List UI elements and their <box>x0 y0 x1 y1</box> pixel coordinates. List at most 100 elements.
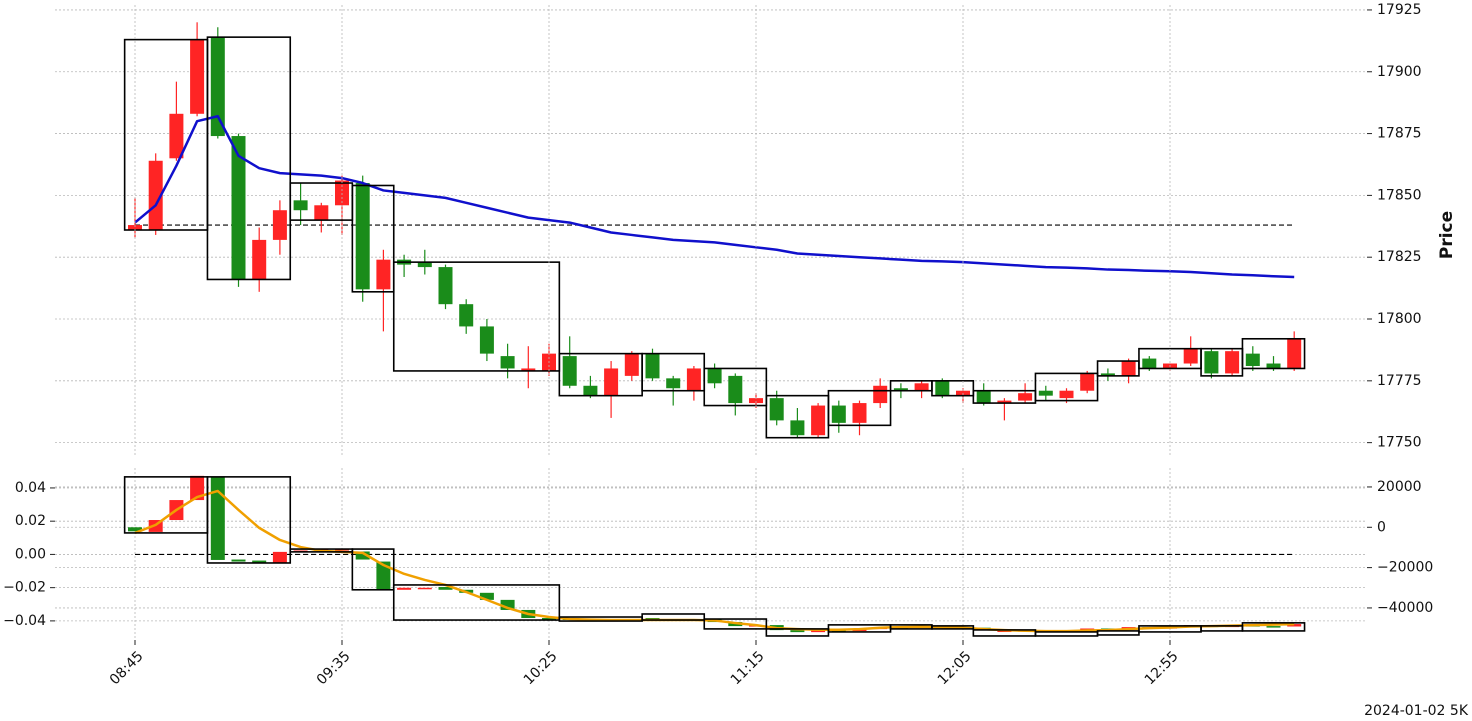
range-box <box>703 618 768 630</box>
range-box <box>1096 630 1140 636</box>
y-tick-label: 17875 <box>1377 126 1422 142</box>
candle-body <box>190 475 205 501</box>
candle-body <box>293 200 308 211</box>
candle-body <box>314 205 329 221</box>
candle-body <box>728 375 743 404</box>
candle-body <box>355 183 370 290</box>
y-tick-label: 17825 <box>1377 249 1422 265</box>
candle-body <box>1183 348 1198 364</box>
candle-body <box>811 630 826 633</box>
candle-body <box>417 262 432 268</box>
x-tick-label: 11:15 <box>728 648 768 688</box>
candle-body <box>1266 363 1281 369</box>
candle-body <box>231 559 246 562</box>
candle-body <box>666 378 681 389</box>
candle-body <box>397 587 412 590</box>
range-box <box>703 367 768 407</box>
candle-body <box>914 383 929 391</box>
y2-tick-label: 0 <box>1377 519 1386 535</box>
candle-body <box>1245 353 1260 366</box>
candle-body <box>852 403 867 423</box>
candle-body <box>1225 351 1240 374</box>
range-box <box>392 584 561 621</box>
candle-body <box>521 368 536 371</box>
candle-body <box>438 586 453 590</box>
x-tick-label: 08:45 <box>107 648 147 688</box>
range-box <box>1034 631 1099 637</box>
range-box <box>641 613 706 621</box>
candle-body <box>210 37 225 137</box>
y-tick-label: 0.00 <box>15 546 46 562</box>
candle-body <box>1080 373 1095 391</box>
candle-body <box>479 592 494 600</box>
candle-body <box>1121 361 1136 376</box>
x-tick-label: 10:25 <box>521 648 561 688</box>
range-box <box>1034 372 1099 402</box>
candle-body <box>645 618 660 620</box>
candle-body <box>500 599 515 610</box>
y-tick-label: 17850 <box>1377 187 1422 203</box>
candle-body <box>624 353 639 376</box>
candle-body <box>355 551 370 560</box>
candle-body <box>935 380 950 396</box>
candle-body <box>1266 626 1281 628</box>
candle-body <box>562 356 577 386</box>
x-tick-label: 12:55 <box>1142 648 1182 688</box>
candle-body <box>831 405 846 423</box>
candle-body <box>645 353 660 379</box>
candle-body <box>479 326 494 354</box>
y2-tick-label: −20000 <box>1377 560 1433 576</box>
candle-body <box>438 267 453 305</box>
range-box <box>827 389 892 427</box>
candle-body <box>459 304 474 327</box>
range-box <box>1241 337 1306 370</box>
y-tick-label: 17925 <box>1377 2 1422 18</box>
candle-body <box>128 527 142 532</box>
candle-body <box>252 560 267 563</box>
candle-body <box>1038 390 1053 396</box>
candle-body <box>128 225 142 230</box>
range-box <box>931 625 975 630</box>
candle-body <box>749 398 763 404</box>
candle-body <box>252 239 267 280</box>
y-tick-label: −0.04 <box>3 613 46 629</box>
candle-body <box>335 180 349 206</box>
x-tick-label: 12:05 <box>935 648 975 688</box>
candle-body <box>1204 351 1219 374</box>
range-box <box>206 476 292 564</box>
candle-body <box>1100 373 1115 376</box>
candle-body <box>583 385 598 396</box>
line-series <box>134 115 1295 279</box>
y-tick-label: 17900 <box>1377 64 1422 80</box>
y-tick-label: 17750 <box>1377 435 1422 451</box>
y-tick-label: 0.04 <box>15 480 46 496</box>
candle-body <box>231 136 246 280</box>
candle-body <box>790 420 805 436</box>
candle-body <box>169 113 184 159</box>
candle-body <box>893 388 908 391</box>
candle-body <box>873 385 888 404</box>
candle-body <box>272 551 287 563</box>
y-tick-label: 17800 <box>1377 311 1422 327</box>
y-tick-label: −0.02 <box>3 580 46 596</box>
candle-body <box>1287 338 1302 369</box>
candle-body <box>604 368 619 396</box>
range-box <box>392 261 561 372</box>
candle-body <box>376 259 391 290</box>
range-box <box>931 380 975 397</box>
candle-body <box>686 368 701 391</box>
candle-body <box>542 618 556 621</box>
range-box <box>351 184 395 293</box>
candle-body <box>976 390 991 404</box>
y-tick-label: 0.02 <box>15 513 46 529</box>
candle-body <box>148 160 163 230</box>
line-series <box>134 489 1295 633</box>
x-tick-label: 09:35 <box>314 648 354 688</box>
y-tick-label: 17775 <box>1377 373 1422 389</box>
candle-body <box>790 630 805 633</box>
y2-tick-label: −40000 <box>1377 600 1433 616</box>
candle-body <box>811 405 826 436</box>
candle-body <box>417 587 432 590</box>
